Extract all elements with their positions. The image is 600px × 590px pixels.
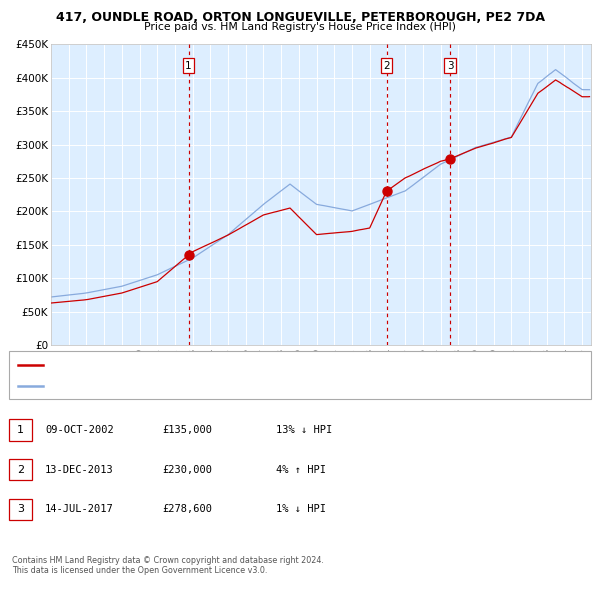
Text: £135,000: £135,000 — [162, 425, 212, 435]
Text: 417, OUNDLE ROAD, ORTON LONGUEVILLE, PETERBOROUGH, PE2 7DA (detached house: 417, OUNDLE ROAD, ORTON LONGUEVILLE, PET… — [47, 360, 442, 369]
Text: 13% ↓ HPI: 13% ↓ HPI — [276, 425, 332, 435]
Text: 1: 1 — [185, 61, 192, 71]
Text: 2: 2 — [17, 465, 24, 474]
Text: Contains HM Land Registry data © Crown copyright and database right 2024.: Contains HM Land Registry data © Crown c… — [12, 556, 324, 565]
Text: 3: 3 — [447, 61, 454, 71]
Text: 4% ↑ HPI: 4% ↑ HPI — [276, 465, 326, 474]
Text: 09-OCT-2002: 09-OCT-2002 — [45, 425, 114, 435]
Text: 3: 3 — [17, 504, 24, 514]
Text: 1% ↓ HPI: 1% ↓ HPI — [276, 504, 326, 514]
Text: 417, OUNDLE ROAD, ORTON LONGUEVILLE, PETERBOROUGH, PE2 7DA: 417, OUNDLE ROAD, ORTON LONGUEVILLE, PET… — [56, 11, 545, 24]
Text: £278,600: £278,600 — [162, 504, 212, 514]
Text: 1: 1 — [17, 425, 24, 435]
Text: 13-DEC-2013: 13-DEC-2013 — [45, 465, 114, 474]
Text: Price paid vs. HM Land Registry's House Price Index (HPI): Price paid vs. HM Land Registry's House … — [144, 22, 456, 32]
Text: This data is licensed under the Open Government Licence v3.0.: This data is licensed under the Open Gov… — [12, 566, 268, 575]
Text: HPI: Average price, detached house, City of Peterborough: HPI: Average price, detached house, City… — [47, 381, 308, 391]
Text: £230,000: £230,000 — [162, 465, 212, 474]
Text: 2: 2 — [383, 61, 390, 71]
Text: 14-JUL-2017: 14-JUL-2017 — [45, 504, 114, 514]
